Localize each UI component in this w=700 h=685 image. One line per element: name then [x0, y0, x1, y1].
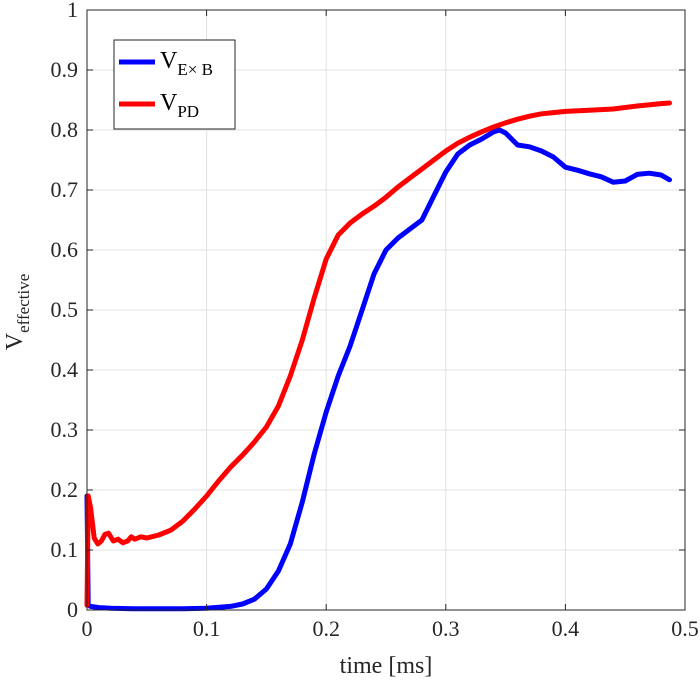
- y-tick-label: 0.5: [51, 297, 79, 322]
- legend-label-pd: VPD: [160, 90, 199, 121]
- series-line-pd: [84, 100, 672, 608]
- x-tick-label: 0.4: [552, 616, 580, 641]
- x-tick-label: 0.1: [193, 616, 221, 641]
- legend-label-e-cross-b: VE× B: [160, 48, 213, 79]
- y-tick-label: 0.3: [51, 417, 79, 442]
- legend-box: [113, 39, 236, 130]
- y-tick-label: 0.8: [51, 117, 79, 142]
- legend-label-pd-sub: PD: [177, 102, 199, 121]
- y-tick-label: 0.9: [51, 57, 79, 82]
- series-layer: [84, 100, 672, 612]
- legend-label-e-cross-b-sub: E× B: [177, 60, 213, 79]
- y-tick-label: 0.6: [51, 237, 79, 262]
- legend-label-e-cross-b-main: V: [160, 48, 178, 74]
- legend-label-pd-main: V: [160, 90, 178, 116]
- x-tick-label: 0: [82, 616, 93, 641]
- ticks: [86, 9, 686, 611]
- y-tick-label: 1: [67, 0, 78, 22]
- y-tick-label: 0.4: [51, 357, 79, 382]
- legend: VE× B VPD: [113, 39, 236, 130]
- y-axis-label-main: V: [2, 332, 28, 350]
- x-axis-label: time [ms]: [340, 653, 433, 679]
- x-tick-label: 0.3: [432, 616, 460, 641]
- y-tick-label: 0: [67, 597, 78, 622]
- tick-labels: 0 0.1 0.2 0.3 0.4 0.5 0 0.1 0.2 0.3 0.4 0.5 0.6 0.7 0.…: [51, 0, 699, 641]
- y-axis-label: Veffective: [2, 274, 33, 351]
- y-axis-label-sub: effective: [14, 274, 33, 333]
- y-tick-label: 0.7: [51, 177, 79, 202]
- x-tick-label: 0.2: [312, 616, 340, 641]
- y-tick-label: 0.2: [51, 477, 79, 502]
- series-line-e-cross-b: [84, 127, 672, 612]
- y-tick-label: 0.1: [51, 537, 79, 562]
- x-tick-label: 0.5: [671, 616, 699, 641]
